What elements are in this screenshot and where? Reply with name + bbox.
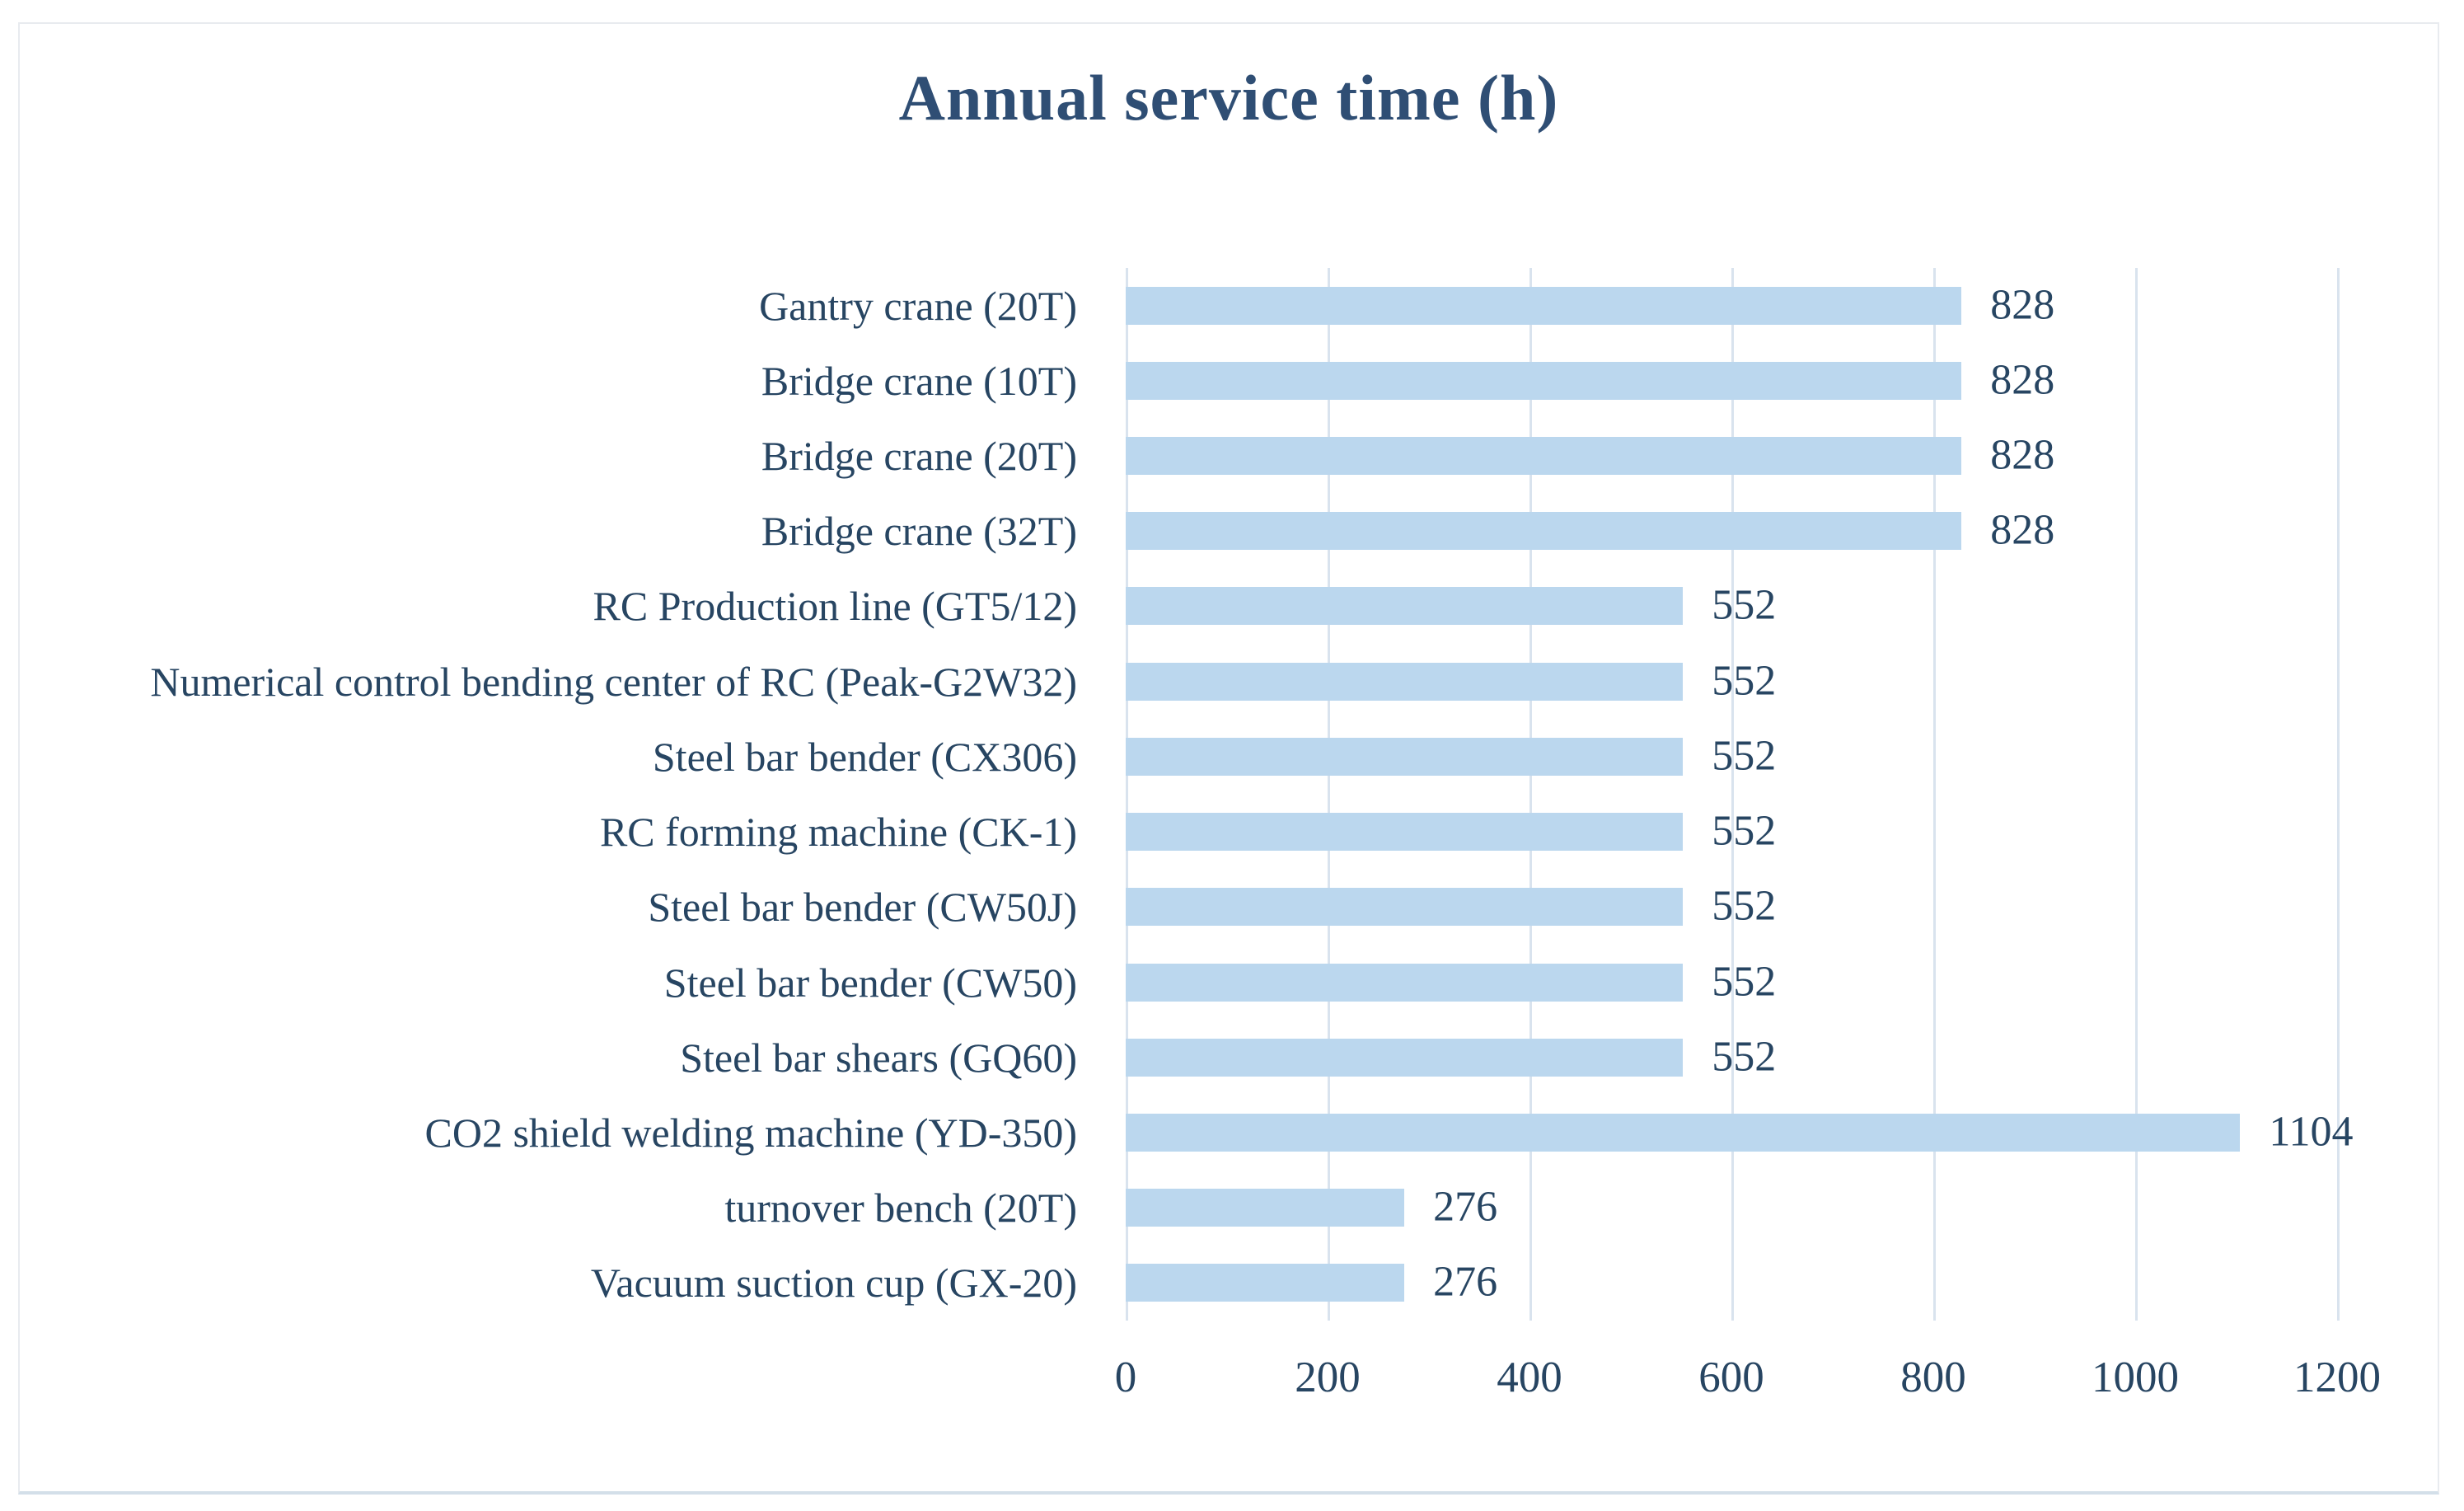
- bar: [1126, 437, 1962, 476]
- bar-row: 828: [1126, 507, 2362, 554]
- bar: [1126, 1189, 1405, 1227]
- category-label: Steel bar shears (GQ60): [680, 1034, 1077, 1081]
- bar: [1126, 361, 1962, 400]
- bar: [1126, 1038, 1684, 1077]
- bar: [1126, 512, 1962, 551]
- category-label: Gantry crane (20T): [759, 282, 1077, 329]
- bar-row: 276: [1126, 1259, 2362, 1306]
- gridline: [2135, 268, 2138, 1321]
- x-tick-label: 1000: [2092, 1354, 2179, 1401]
- bar-row: 828: [1126, 281, 2362, 328]
- category-axis: Gantry crane (20T) Bridge crane (10T) Brid…: [20, 268, 1077, 1321]
- category-label: Bridge crane (10T): [761, 357, 1077, 404]
- x-tick-label: 1200: [2293, 1354, 2381, 1401]
- bar-row: 828: [1126, 431, 2362, 478]
- category-label: Bridge crane (32T): [761, 508, 1077, 555]
- x-tick-label: 400: [1497, 1354, 1562, 1401]
- y-axis-line: [1126, 268, 1128, 1321]
- bar: [1126, 1264, 1405, 1302]
- bar-row: 828: [1126, 356, 2362, 403]
- gridline: [1933, 268, 1936, 1321]
- bar: [1126, 888, 1684, 927]
- bar-value-label: 552: [1712, 732, 1777, 780]
- bar-row: 1104: [1126, 1108, 2362, 1155]
- category-label: Steel bar bender (CX306): [652, 733, 1077, 780]
- category-label: Numerical control bending center of RC (…: [150, 658, 1077, 705]
- bar-value-label: 828: [1990, 431, 2055, 479]
- x-tick-label: 0: [1114, 1354, 1137, 1401]
- bar-value-label: 828: [1990, 280, 2055, 328]
- bar: [1126, 662, 1684, 701]
- bar-row: 552: [1126, 807, 2362, 854]
- x-tick-label: 200: [1295, 1354, 1361, 1401]
- category-label: Steel bar bender (CW50J): [648, 884, 1077, 931]
- bar-value-label: 276: [1433, 1258, 1498, 1306]
- gridline: [1328, 268, 1330, 1321]
- chart-canvas: Annual service time (h) Gantry crane (20…: [18, 22, 2439, 1495]
- category-label: Steel bar bender (CW50): [663, 959, 1077, 1006]
- bar-value-label: 552: [1712, 957, 1777, 1005]
- bar-row: 552: [1126, 958, 2362, 1005]
- bar-value-label: 552: [1712, 882, 1777, 930]
- bar: [1126, 1113, 2241, 1152]
- bar-value-label: 828: [1990, 356, 2055, 404]
- bar-row: 552: [1126, 582, 2362, 629]
- x-tick-label: 800: [1900, 1354, 1966, 1401]
- bar-row: 552: [1126, 732, 2362, 779]
- x-tick-label: 600: [1698, 1354, 1764, 1401]
- category-label: CO2 shield welding machine (YD-350): [424, 1110, 1077, 1157]
- category-label: RC Production line (GT5/12): [593, 583, 1077, 630]
- category-label: Vacuum suction cup (GX-20): [590, 1260, 1077, 1307]
- gridline: [1731, 268, 1734, 1321]
- bar-row: 552: [1126, 883, 2362, 930]
- bar: [1126, 587, 1684, 626]
- bar-value-label: 552: [1712, 656, 1777, 704]
- gridline: [1529, 268, 1532, 1321]
- bar-value-label: 552: [1712, 807, 1777, 855]
- bar-value-label: 828: [1990, 506, 2055, 554]
- bar-row: 276: [1126, 1183, 2362, 1230]
- bar-value-label: 552: [1712, 1033, 1777, 1081]
- category-label: Bridge crane (20T): [761, 433, 1077, 480]
- category-label: RC forming machine (CK-1): [599, 809, 1077, 856]
- bar-value-label: 1104: [2269, 1108, 2354, 1156]
- category-label: turnover bench (20T): [724, 1185, 1077, 1232]
- plot-area: 828 828 828 828 552 552 552 552 552 552 552 1104 276…: [1126, 268, 2362, 1321]
- gridline: [2337, 268, 2340, 1321]
- chart-title: Annual service time (h): [898, 62, 1559, 134]
- bar-row: 552: [1126, 657, 2362, 704]
- bar-row: 552: [1126, 1033, 2362, 1080]
- bar: [1126, 737, 1684, 776]
- bar-value-label: 552: [1712, 581, 1777, 629]
- bar: [1126, 286, 1962, 325]
- bar: [1126, 813, 1684, 852]
- bar: [1126, 963, 1684, 1002]
- bar-value-label: 276: [1433, 1183, 1498, 1231]
